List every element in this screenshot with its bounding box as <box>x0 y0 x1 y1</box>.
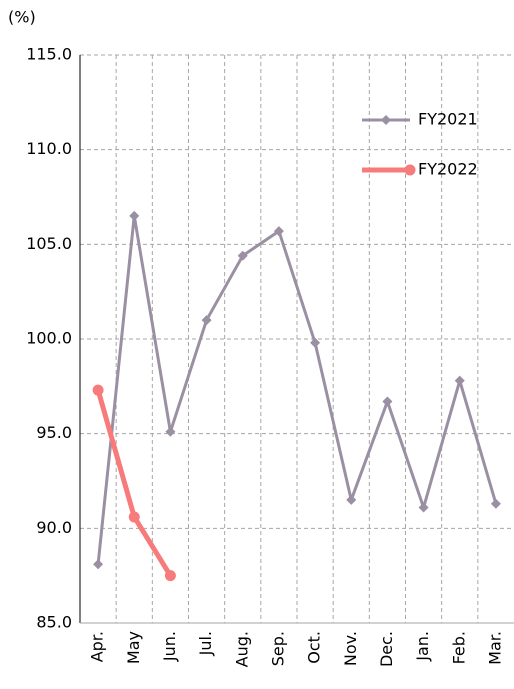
series-line <box>96 214 498 565</box>
x-tick-label: Jul. <box>196 631 215 656</box>
marker <box>129 210 140 221</box>
y-tick-label: 110.0 <box>26 139 72 158</box>
marker <box>346 494 357 505</box>
x-tick-label: Feb. <box>449 631 468 664</box>
marker <box>273 226 284 237</box>
x-tick-label: Nov. <box>341 631 360 666</box>
y-axis-label: (%) <box>8 8 36 27</box>
marker <box>454 375 465 386</box>
x-tick-label: Mar. <box>485 631 504 665</box>
series-line <box>95 389 173 577</box>
marker <box>92 384 104 396</box>
y-tick-label: 115.0 <box>26 45 72 64</box>
x-tick-label: Apr. <box>88 631 107 662</box>
marker <box>310 337 321 348</box>
y-tick-label: 95.0 <box>36 423 72 442</box>
marker <box>382 396 393 407</box>
legend-label: FY2022 <box>418 160 478 179</box>
legend-marker <box>404 164 416 176</box>
y-tick-label: 100.0 <box>26 329 72 348</box>
x-tick-label: Oct. <box>305 631 324 664</box>
x-tick-label: Aug. <box>232 631 251 667</box>
y-tick-label: 90.0 <box>36 518 72 537</box>
marker <box>490 498 501 509</box>
marker <box>237 250 248 261</box>
x-tick-label: May <box>124 631 143 664</box>
marker <box>165 426 176 437</box>
marker <box>418 502 429 513</box>
marker <box>201 315 212 326</box>
x-tick-label: Sep. <box>268 631 287 666</box>
x-tick-label: Dec. <box>377 631 396 667</box>
y-tick-label: 85.0 <box>36 613 72 632</box>
marker <box>128 511 140 523</box>
marker <box>93 559 104 570</box>
x-tick-label: Jun. <box>160 631 179 662</box>
legend-marker <box>381 115 391 125</box>
x-tick-label: Jan. <box>413 631 432 662</box>
y-tick-label: 105.0 <box>26 234 72 253</box>
marker <box>164 570 176 582</box>
legend-label: FY2021 <box>418 110 478 129</box>
